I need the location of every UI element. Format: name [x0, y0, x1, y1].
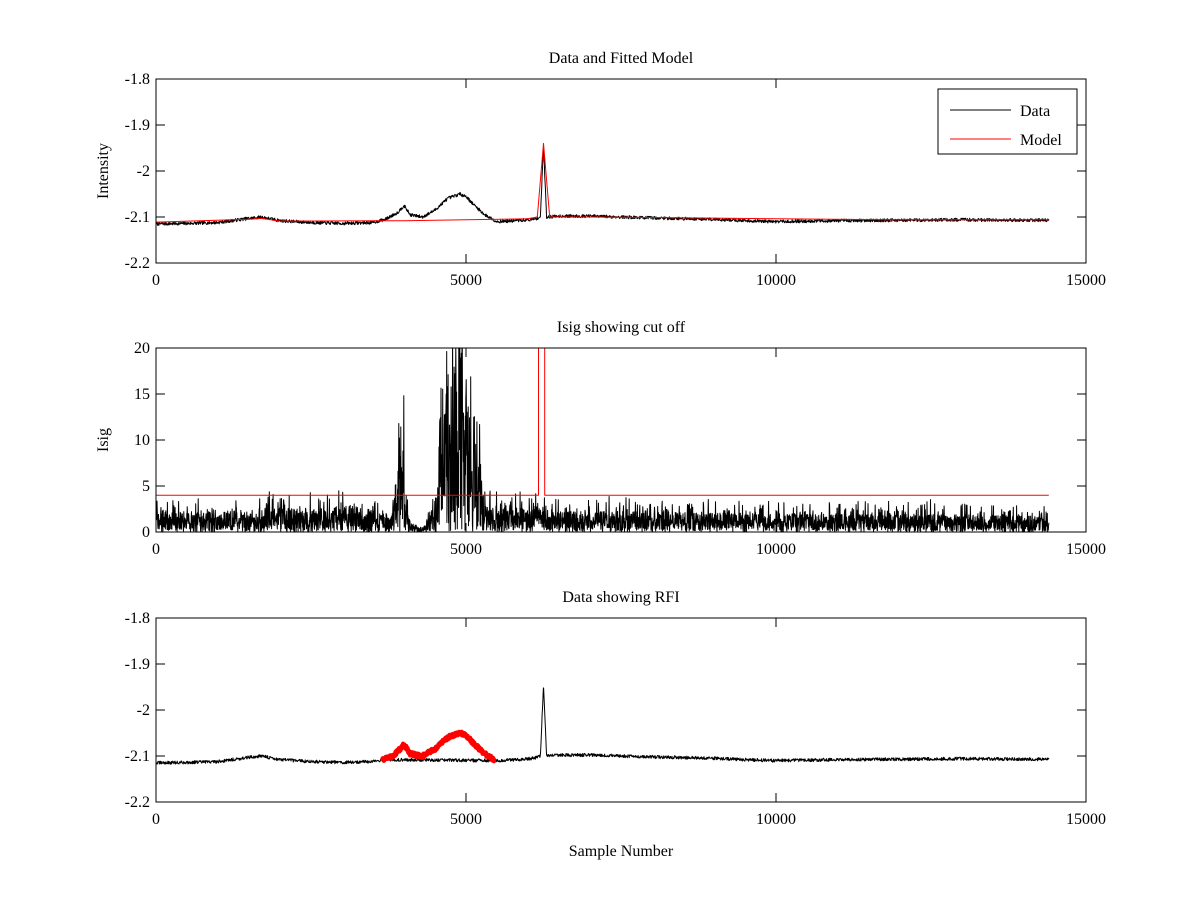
- y-axis-label: Intensity: [95, 143, 112, 199]
- series-line-2: [156, 348, 1049, 496]
- x-tick-label: 15000: [1066, 811, 1106, 828]
- series-line-2: [380, 729, 497, 764]
- x-tick-label: 0: [152, 541, 160, 558]
- series-line-2: [156, 142, 1049, 223]
- x-tick-label: 0: [152, 272, 160, 289]
- y-tick-label: -2: [137, 163, 150, 180]
- subplot-3: 0 5000 10000 15000 -1.8 -1.9 -2 -2.1 -2.2 Data sh…: [125, 589, 1106, 860]
- subplot-title: Isig showing cut off: [557, 319, 686, 336]
- x-tick-label: 5000: [450, 541, 482, 558]
- legend-entry: Data: [1020, 103, 1050, 120]
- y-tick-label: 10: [134, 432, 150, 449]
- subplot-2: 0 5000 10000 15000 0 5 10 15 20 Isig showing cut …: [95, 319, 1106, 558]
- series-group: [156, 142, 1050, 226]
- y-tick-label: -1.9: [125, 656, 150, 673]
- y-tick-label: -2.1: [125, 748, 150, 765]
- plot-area: [156, 348, 1086, 532]
- plot-area: [156, 618, 1086, 802]
- y-tick-label: -2.1: [125, 209, 150, 226]
- subplot-title: Data showing RFI: [562, 589, 679, 606]
- y-tick-label: -1.8: [125, 610, 150, 627]
- subplot-1: 0 5000 10000 15000 -1.8 -1.9 -2 -2.1 -2.2 Data an…: [95, 50, 1106, 289]
- x-tick-label: 0: [152, 811, 160, 828]
- legend-box: [937, 88, 1078, 155]
- y-axis-label: Isig: [95, 428, 112, 452]
- x-tick-label: 10000: [756, 811, 796, 828]
- x-tick-label: 10000: [756, 541, 796, 558]
- y-tick-label: -2.2: [125, 255, 150, 272]
- legend: Data Model: [937, 88, 1078, 155]
- legend-entry: Model: [1020, 132, 1062, 149]
- x-tick-label: 15000: [1066, 272, 1106, 289]
- series-group: [156, 348, 1050, 532]
- series-line-1: [156, 348, 1050, 532]
- series-line-1: [156, 687, 1050, 765]
- x-tick-label: 5000: [450, 272, 482, 289]
- y-tick-label: 5: [142, 478, 150, 495]
- y-tick-label: 15: [134, 386, 150, 403]
- y-tick-label: -2.2: [125, 794, 150, 811]
- series-line-1: [156, 147, 1050, 226]
- x-tick-label: 5000: [450, 811, 482, 828]
- y-tick-label: -1.9: [125, 117, 150, 134]
- y-tick-label: 0: [142, 524, 150, 541]
- y-tick-label: -2: [137, 702, 150, 719]
- series-group: [156, 687, 1050, 765]
- plot-area: [156, 79, 1086, 263]
- x-tick-label: 10000: [756, 272, 796, 289]
- x-tick-label: 15000: [1066, 541, 1106, 558]
- subplot-title: Data and Fitted Model: [549, 50, 694, 67]
- y-tick-label: -1.8: [125, 71, 150, 88]
- x-axis-label: Sample Number: [569, 843, 674, 860]
- y-tick-label: 20: [134, 340, 150, 357]
